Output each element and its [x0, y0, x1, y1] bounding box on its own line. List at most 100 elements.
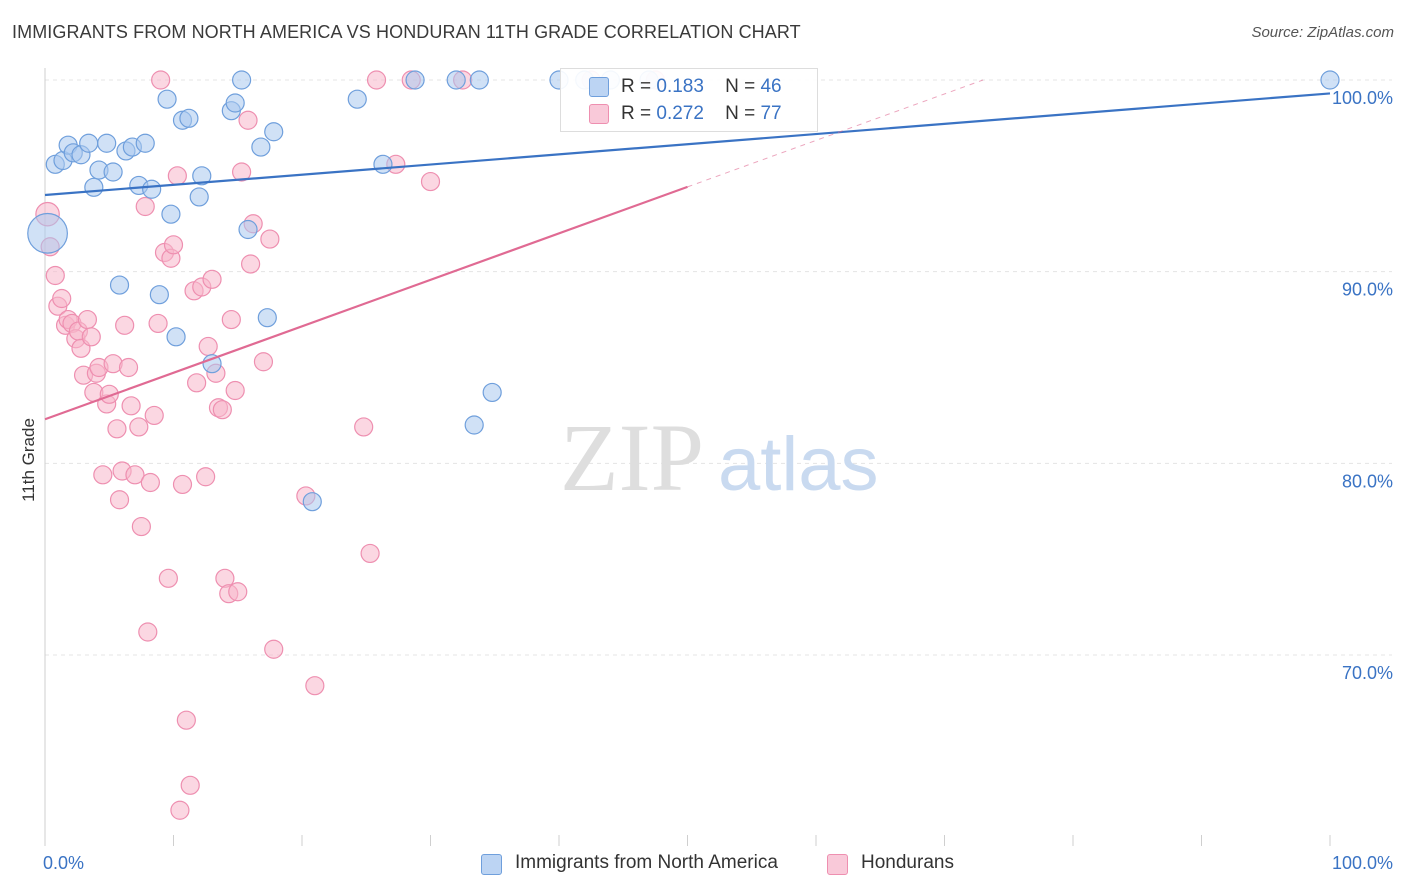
- legend-label: Hondurans: [861, 852, 954, 873]
- n-value: 46: [760, 76, 782, 97]
- point-north-america: [1320, 70, 1340, 90]
- point-honduran: [264, 639, 284, 659]
- r-label: R =: [621, 76, 652, 97]
- r-value: 0.272: [656, 103, 704, 124]
- watermark: ZIP atlas: [560, 404, 879, 511]
- point-honduran: [238, 110, 258, 130]
- point-honduran: [121, 396, 141, 416]
- point-honduran: [187, 373, 207, 393]
- point-north-america: [189, 187, 209, 207]
- point-north-america: [482, 382, 502, 403]
- point-north-america: [166, 327, 186, 347]
- point-honduran: [52, 288, 72, 309]
- point-north-america: [469, 70, 489, 90]
- point-honduran: [360, 543, 380, 564]
- point-honduran: [158, 568, 178, 588]
- point-honduran: [198, 336, 218, 357]
- point-north-america: [264, 122, 284, 142]
- point-north-america: [225, 93, 245, 113]
- source-credit: Source: ZipAtlas.com: [1251, 24, 1394, 41]
- r-label: R =: [621, 103, 652, 124]
- point-honduran: [129, 417, 149, 437]
- point-north-america: [405, 70, 425, 90]
- point-honduran: [170, 800, 190, 820]
- trendline-honduran-extension: [687, 79, 984, 188]
- legend-label: Immigrants from North America: [515, 852, 778, 873]
- point-honduran: [118, 357, 139, 378]
- point-honduran: [93, 465, 113, 485]
- point-honduran: [148, 313, 168, 334]
- point-honduran: [99, 384, 119, 404]
- point-north-america: [109, 275, 130, 295]
- point-north-america: [446, 70, 466, 90]
- trend-layer: [44, 79, 1331, 421]
- watermark-zip: ZIP: [560, 404, 704, 511]
- point-north-america: [79, 133, 99, 153]
- point-north-america: [373, 154, 393, 174]
- blue-swatch: [481, 854, 502, 875]
- point-honduran: [232, 162, 252, 182]
- blue-swatch: [589, 77, 609, 97]
- watermark-atlas: atlas: [718, 422, 879, 507]
- point-honduran: [260, 229, 280, 249]
- point-honduran: [305, 676, 325, 696]
- point-honduran: [109, 490, 130, 510]
- points-layer: [27, 70, 1340, 820]
- pink-swatch: [827, 854, 848, 875]
- y-tick-label: 70.0%: [1342, 663, 1393, 683]
- y-tick-label: 90.0%: [1342, 280, 1393, 300]
- point-honduran: [172, 474, 193, 495]
- point-honduran: [125, 465, 145, 485]
- point-honduran: [81, 327, 101, 347]
- point-honduran: [135, 196, 155, 217]
- point-honduran: [131, 516, 151, 537]
- point-honduran: [107, 419, 127, 439]
- point-north-america: [192, 166, 212, 186]
- point-north-america: [135, 133, 155, 153]
- point-honduran: [202, 269, 222, 289]
- chart-title: IMMIGRANTS FROM NORTH AMERICA VS HONDURA…: [12, 22, 801, 42]
- point-honduran: [138, 622, 158, 642]
- point-north-america: [238, 219, 258, 240]
- point-honduran: [221, 309, 241, 330]
- point-honduran: [420, 171, 441, 192]
- point-north-america: [232, 70, 252, 90]
- point-north-america: [251, 137, 271, 157]
- trendline-honduran: [44, 185, 688, 421]
- point-honduran: [253, 352, 274, 372]
- point-north-america: [27, 212, 68, 254]
- r-value: 0.183: [656, 76, 704, 97]
- point-north-america: [142, 179, 162, 199]
- point-honduran: [212, 400, 232, 420]
- point-north-america: [302, 492, 322, 512]
- point-honduran: [241, 254, 261, 274]
- point-honduran: [196, 467, 216, 487]
- point-honduran: [228, 582, 248, 602]
- point-north-america: [347, 89, 367, 109]
- point-north-america: [157, 89, 177, 109]
- pink-swatch: [589, 104, 609, 124]
- point-honduran: [144, 405, 164, 426]
- point-honduran: [176, 710, 196, 730]
- n-label: N =: [725, 103, 756, 124]
- x-tick-label: 0.0%: [43, 853, 84, 873]
- point-north-america: [464, 415, 484, 435]
- x-tick-label: 100.0%: [1332, 853, 1393, 873]
- point-honduran: [151, 70, 171, 90]
- point-honduran: [180, 775, 200, 795]
- point-north-america: [97, 133, 117, 153]
- point-honduran: [45, 265, 65, 286]
- point-honduran: [140, 472, 160, 493]
- tick-label-layer: 70.0% 80.0% 90.0% 100.0% 0.0% 100.0%: [43, 88, 1393, 873]
- point-honduran: [354, 417, 374, 437]
- point-north-america: [149, 285, 169, 305]
- point-north-america: [202, 354, 222, 374]
- trendline-north-america: [44, 92, 1331, 197]
- n-value: 77: [760, 103, 782, 124]
- y-tick-label: 100.0%: [1332, 88, 1393, 108]
- point-honduran: [225, 380, 245, 401]
- y-tick-label: 80.0%: [1342, 471, 1393, 491]
- point-north-america: [161, 204, 181, 224]
- y-axis-label: 11th Grade: [19, 418, 38, 502]
